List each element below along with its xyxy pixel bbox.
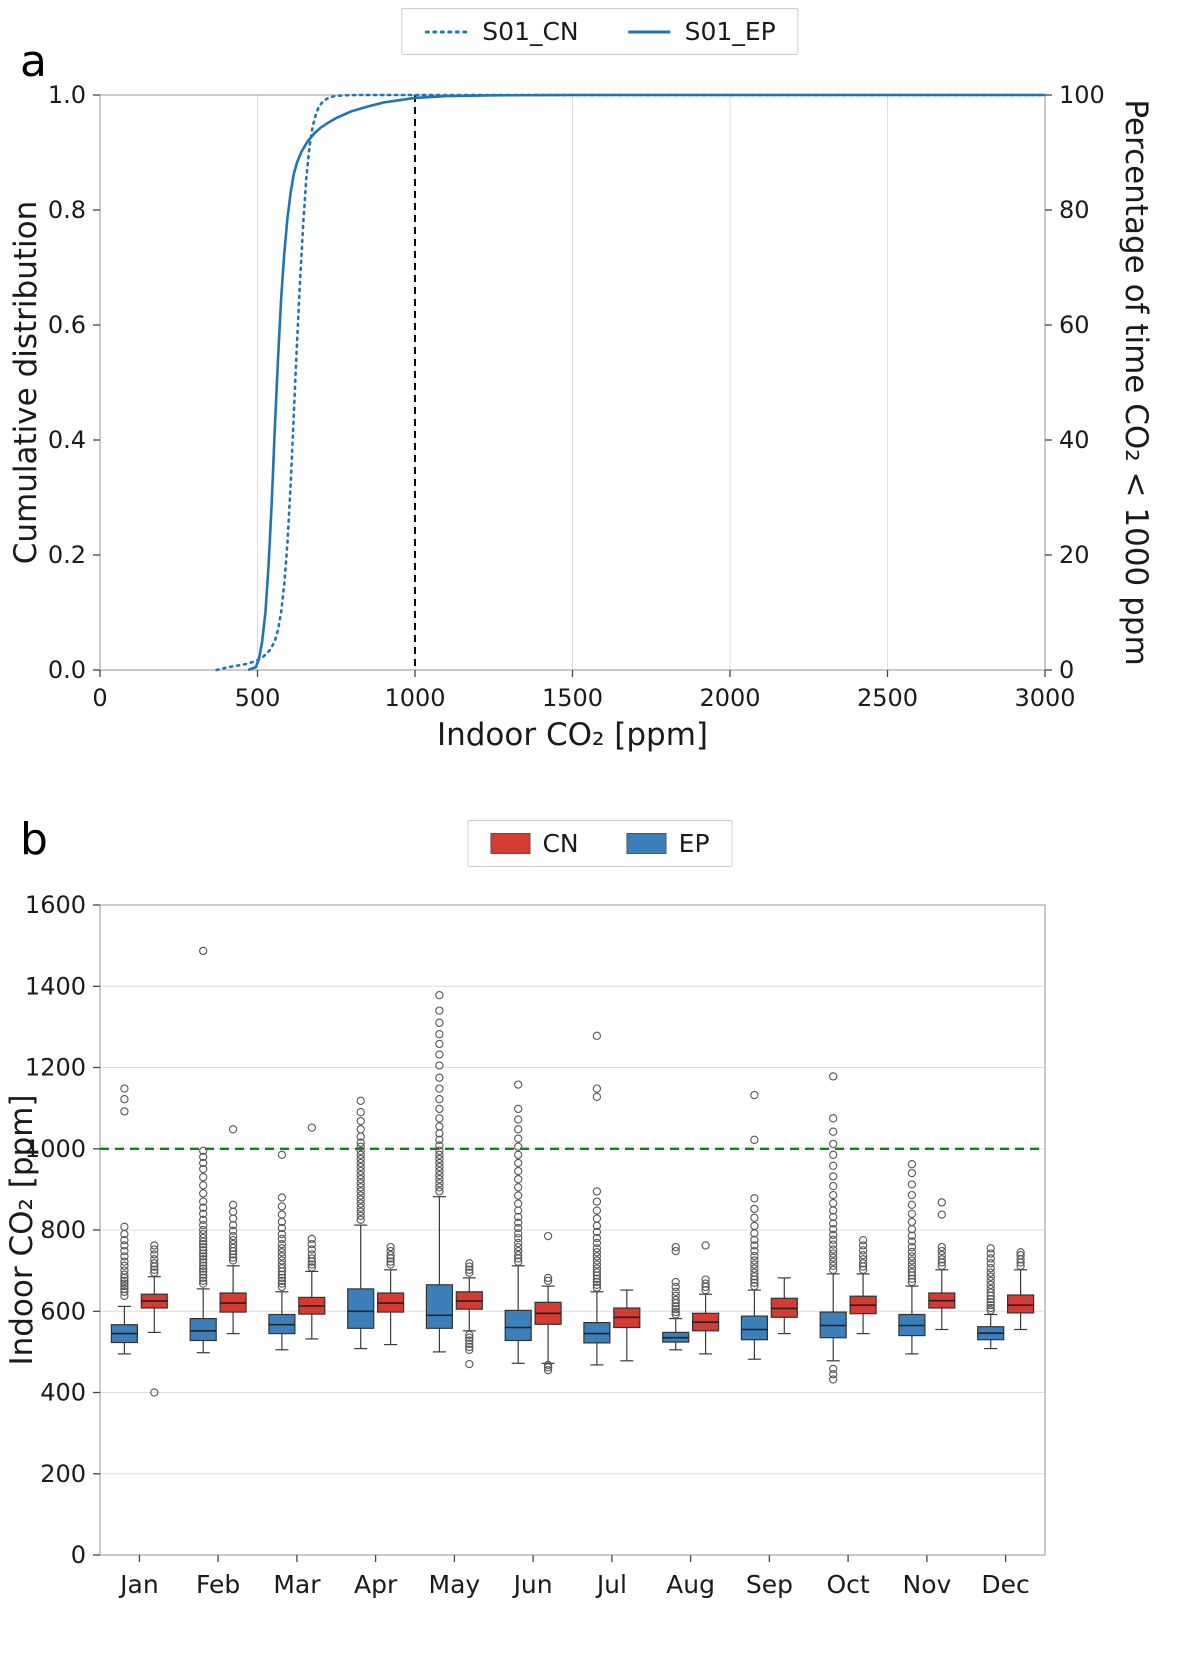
svg-text:2500: 2500 bbox=[857, 684, 918, 712]
svg-text:800: 800 bbox=[40, 1216, 86, 1244]
svg-text:1200: 1200 bbox=[25, 1054, 86, 1082]
svg-text:1500: 1500 bbox=[542, 684, 603, 712]
svg-text:Mar: Mar bbox=[273, 1570, 321, 1599]
legend-label-s01-cn: S01_CN bbox=[482, 17, 579, 46]
svg-text:100: 100 bbox=[1059, 81, 1105, 109]
svg-text:Indoor CO₂ [ppm]: Indoor CO₂ [ppm] bbox=[437, 717, 708, 753]
svg-text:1000: 1000 bbox=[25, 1135, 86, 1163]
svg-text:80: 80 bbox=[1059, 196, 1090, 224]
svg-text:Feb: Feb bbox=[196, 1570, 240, 1599]
svg-text:60: 60 bbox=[1059, 311, 1090, 339]
legend-item-ep: EP bbox=[626, 829, 710, 858]
svg-text:Jun: Jun bbox=[512, 1570, 553, 1599]
svg-text:1000: 1000 bbox=[384, 684, 445, 712]
svg-text:1.0: 1.0 bbox=[48, 81, 86, 109]
legend-label-ep: EP bbox=[678, 829, 710, 858]
svg-text:0.2: 0.2 bbox=[48, 541, 86, 569]
ep-color-swatch bbox=[626, 833, 667, 854]
panel-b-label: b bbox=[20, 814, 48, 865]
legend-label-s01-ep: S01_EP bbox=[684, 17, 776, 46]
svg-text:0.0: 0.0 bbox=[48, 656, 86, 684]
legend-item-s01-cn: S01_CN bbox=[424, 17, 579, 46]
svg-text:Cumulative distribution: Cumulative distribution bbox=[8, 201, 44, 564]
svg-text:1400: 1400 bbox=[25, 972, 86, 1000]
svg-text:0.6: 0.6 bbox=[48, 311, 86, 339]
svg-text:0.8: 0.8 bbox=[48, 196, 86, 224]
svg-text:0: 0 bbox=[71, 1541, 86, 1569]
svg-text:400: 400 bbox=[40, 1379, 86, 1407]
svg-text:0.4: 0.4 bbox=[48, 426, 86, 454]
svg-text:Oct: Oct bbox=[826, 1570, 869, 1599]
legend-item-cn: CN bbox=[490, 829, 579, 858]
svg-text:200: 200 bbox=[40, 1460, 86, 1488]
cn-color-swatch bbox=[490, 833, 531, 854]
svg-text:2000: 2000 bbox=[699, 684, 760, 712]
panel-a-label: a bbox=[20, 36, 47, 87]
svg-text:Percentage of time CO₂ < 1000: Percentage of time CO₂ < 1000 ppm bbox=[1118, 99, 1154, 665]
svg-text:May: May bbox=[429, 1570, 481, 1599]
svg-text:0: 0 bbox=[1059, 656, 1074, 684]
svg-text:Apr: Apr bbox=[354, 1570, 398, 1599]
svg-text:0: 0 bbox=[92, 684, 107, 712]
svg-text:Jul: Jul bbox=[595, 1570, 627, 1599]
svg-text:Aug: Aug bbox=[666, 1570, 715, 1599]
svg-text:Dec: Dec bbox=[981, 1570, 1029, 1599]
svg-text:600: 600 bbox=[40, 1297, 86, 1325]
legend-panel-b: CN EP bbox=[467, 820, 733, 867]
dotted-line-icon bbox=[424, 30, 470, 33]
svg-text:Jan: Jan bbox=[118, 1570, 159, 1599]
svg-text:1600: 1600 bbox=[25, 891, 86, 919]
svg-text:40: 40 bbox=[1059, 426, 1090, 454]
legend-item-s01-ep: S01_EP bbox=[627, 17, 776, 46]
svg-text:Indoor CO₂ [ppm]: Indoor CO₂ [ppm] bbox=[4, 1094, 40, 1365]
legend-panel-a: S01_CN S01_EP bbox=[401, 8, 799, 55]
svg-text:20: 20 bbox=[1059, 541, 1090, 569]
svg-text:Nov: Nov bbox=[903, 1570, 952, 1599]
svg-text:500: 500 bbox=[235, 684, 281, 712]
svg-text:Sep: Sep bbox=[746, 1570, 793, 1599]
legend-label-cn: CN bbox=[542, 829, 579, 858]
solid-line-icon bbox=[628, 30, 671, 33]
boxplot-chart: 0 200 400 600 800 1000 1200 1400 1600 Jan Feb Mar Ap… bbox=[4, 891, 1046, 1599]
cdf-chart: 0 500 1000 1500 2000 2500 30000.00.20.40.60.81… bbox=[8, 81, 1154, 753]
svg-text:3000: 3000 bbox=[1014, 684, 1075, 712]
